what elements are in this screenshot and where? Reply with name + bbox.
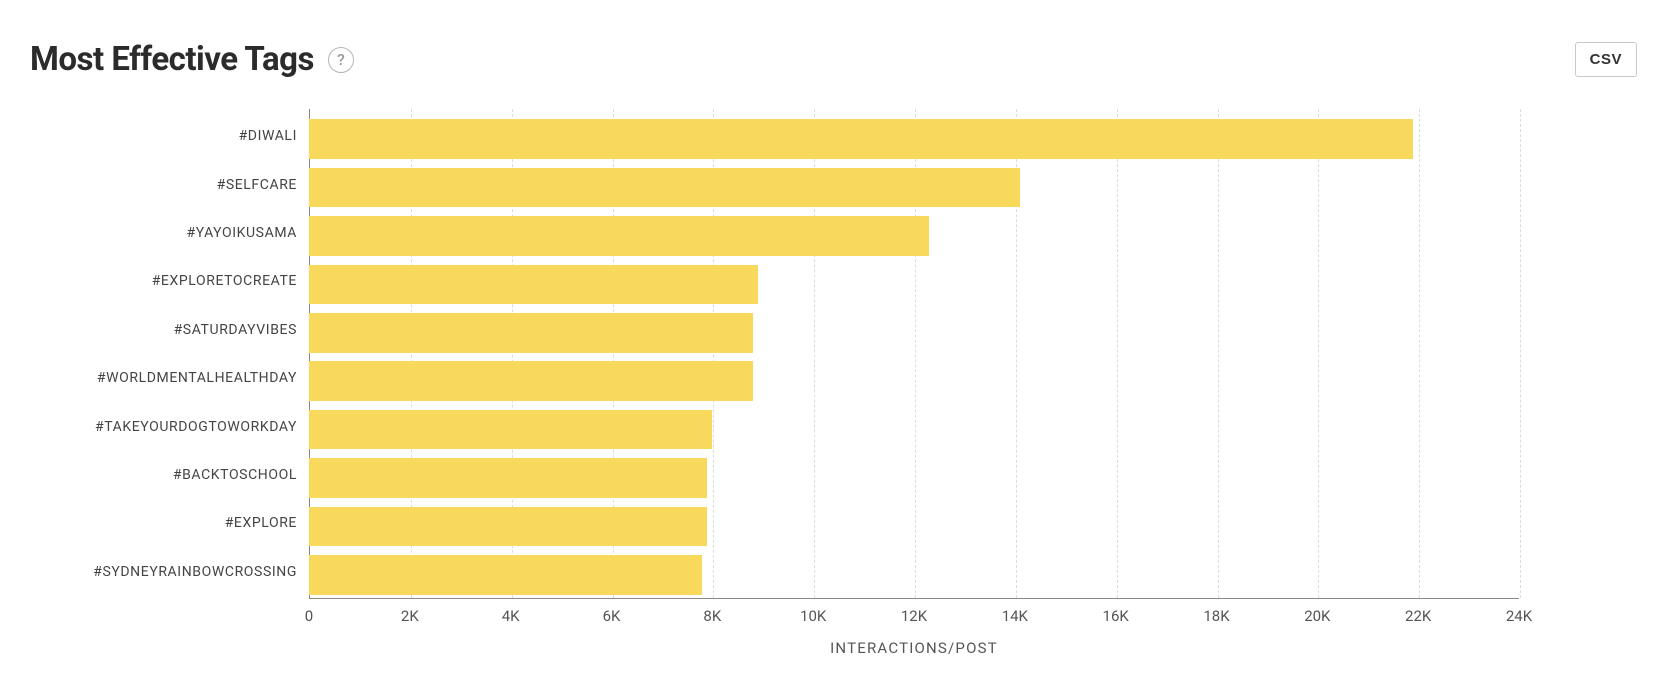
x-tick-label: 4K (502, 607, 520, 625)
bar-category-label: #YAYOIKUSAMA (186, 225, 297, 241)
bar[interactable] (309, 265, 758, 305)
x-tick-label: 0 (305, 607, 313, 625)
bar[interactable] (309, 361, 753, 401)
x-tick-label: 14K (1002, 607, 1028, 625)
bar[interactable] (309, 507, 707, 547)
x-tick-label: 2K (401, 607, 419, 625)
bar-category-label: #SYDNEYRAINBOWCROSSING (93, 564, 297, 580)
bar[interactable] (309, 555, 702, 595)
x-axis-label: INTERACTIONS/POST (309, 639, 1519, 657)
x-tick-label: 12K (901, 607, 927, 625)
bar-category-label: #SATURDAYVIBES (174, 322, 297, 338)
bar[interactable] (309, 168, 1020, 208)
x-tick-label: 24K (1506, 607, 1532, 625)
x-tick-label: 16K (1103, 607, 1129, 625)
chart-header: Most Effective Tags ? CSV (30, 40, 1637, 79)
bar-category-label: #EXPLORETOCREATE (152, 273, 297, 289)
bar-category-label: #WORLDMENTALHEALTHDAY (97, 370, 297, 386)
bar[interactable] (309, 313, 753, 353)
bar-category-label: #BACKTOSCHOOL (173, 467, 297, 483)
bar-category-label: #TAKEYOURDOGTOWORKDAY (95, 419, 297, 435)
bar[interactable] (309, 410, 712, 450)
x-tick-label: 20K (1304, 607, 1330, 625)
x-tick-label: 22K (1405, 607, 1431, 625)
x-tick-label: 8K (703, 607, 721, 625)
csv-export-button[interactable]: CSV (1575, 42, 1637, 77)
bar-category-label: #DIWALI (239, 128, 297, 144)
x-tick-label: 18K (1203, 607, 1229, 625)
bar-category-label: #EXPLORE (225, 515, 297, 531)
bars-layer (309, 112, 1519, 599)
chart-card: Most Effective Tags ? CSV #DIWALI #SELFCA… (0, 0, 1667, 695)
bar[interactable] (309, 119, 1413, 159)
title-wrap: Most Effective Tags ? (30, 40, 354, 79)
chart-title: Most Effective Tags (30, 40, 314, 79)
x-tick-label: 10K (800, 607, 826, 625)
bar[interactable] (309, 458, 707, 498)
bar-category-label: #SELFCARE (217, 177, 297, 193)
gridline (1520, 109, 1521, 598)
tags-bar-chart: #DIWALI #SELFCARE #YAYOIKUSAMA #EXPLORETOCR… (30, 109, 1637, 669)
x-tick-label: 6K (603, 607, 621, 625)
bar[interactable] (309, 216, 929, 256)
help-icon[interactable]: ? (328, 47, 354, 73)
